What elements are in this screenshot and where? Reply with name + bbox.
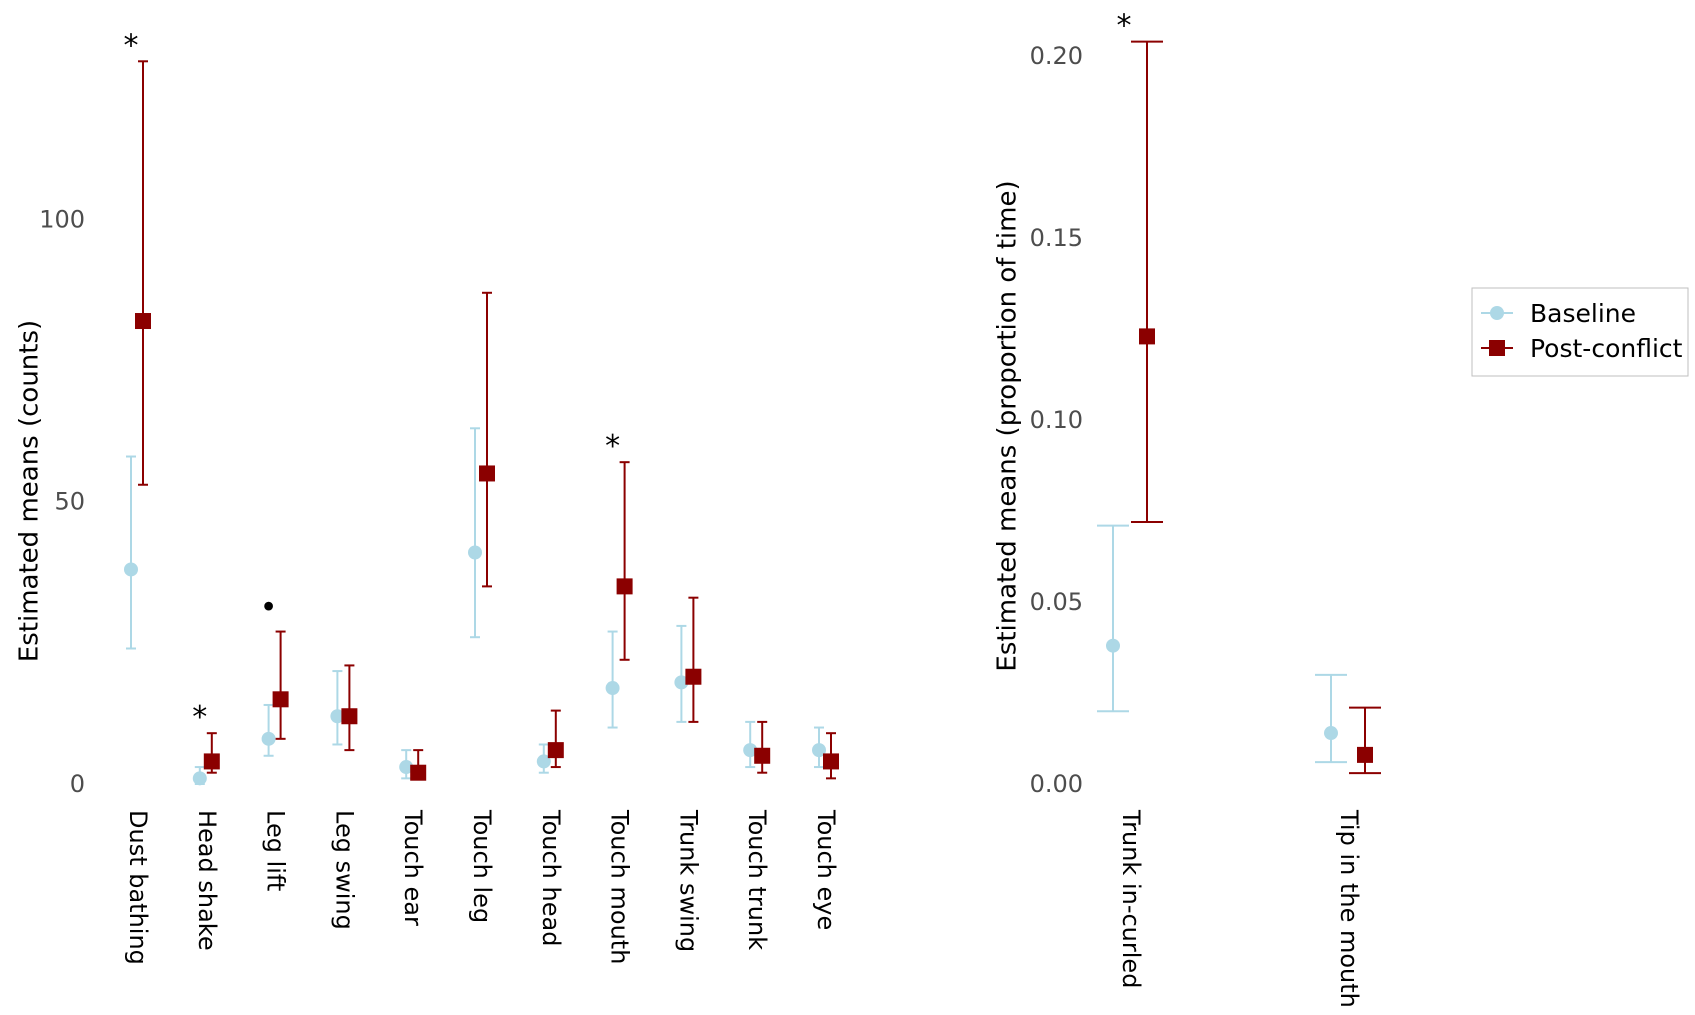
counts-y-tick-label: 50 (54, 488, 85, 516)
point-baseline-leg-lift (261, 731, 276, 746)
point-post-conflict-touch-trunk (754, 747, 771, 764)
point-post-conflict-touch-mouth (616, 578, 633, 595)
point-post-conflict-head-shake (203, 753, 220, 770)
point-baseline-touch-ear (399, 760, 414, 775)
proportion-y-tick-label: 0.15 (1030, 224, 1083, 252)
category-label-leg-lift: Leg lift (262, 810, 290, 891)
point-baseline-dust-bathing (124, 562, 138, 577)
proportion-y-tick-label: 0.00 (1030, 770, 1083, 798)
counts-y-tick-label: 100 (39, 205, 85, 233)
legend-box (1471, 287, 1689, 377)
point-baseline-touch-trunk (743, 743, 758, 758)
category-label-touch-head: Touch head (537, 809, 565, 946)
counts-panel: 0 50 100 Estimated means (counts) Dust bathi… (15, 28, 841, 965)
legend-key-post-conflict (1489, 340, 1505, 356)
category-label-touch-mouth: Touch mouth (606, 809, 634, 964)
category-label-head-shake: Head shake (193, 810, 221, 951)
point-post-conflict-trunk-in-curled (1139, 328, 1155, 345)
point-baseline-tip-in-the-mouth (1324, 726, 1338, 741)
point-post-conflict-leg-lift (272, 691, 289, 708)
proportion-y-axis-title: Estimated means (proportion of time) (993, 180, 1023, 671)
significance-marker-touch-mouth: * (605, 429, 620, 464)
point-post-conflict-touch-eye (823, 753, 839, 770)
proportion-y-tick-label: 0.20 (1030, 42, 1083, 70)
significance-marker-leg-lift: • (260, 591, 278, 626)
point-baseline-touch-eye (812, 743, 826, 758)
proportion-y-tick-label: 0.10 (1030, 406, 1083, 434)
proportion-y-tick-label: 0.05 (1030, 588, 1083, 616)
category-label-trunk-in-curled: Trunk in-curled (1117, 809, 1145, 988)
point-baseline-trunk-swing (674, 675, 689, 690)
category-label-leg-swing: Leg swing (330, 810, 358, 930)
significance-marker-head-shake: * (192, 700, 207, 735)
legend-label-post-conflict: Post-conflict (1530, 334, 1683, 363)
category-label-touch-eye: Touch eye (812, 809, 840, 930)
legend: Baseline Post-conflict (1471, 287, 1689, 377)
point-post-conflict-touch-head (547, 742, 564, 759)
point-post-conflict-dust-bathing (135, 313, 151, 330)
significance-marker-dust-bathing: * (124, 28, 139, 63)
category-label-touch-trunk: Touch trunk (743, 809, 771, 950)
counts-y-axis-title: Estimated means (counts) (15, 320, 45, 662)
point-baseline-leg-swing (330, 709, 345, 724)
point-post-conflict-touch-leg (479, 465, 495, 482)
category-label-tip-in-the-mouth: Tip in the mouth (1335, 809, 1363, 1008)
legend-label-baseline: Baseline (1530, 299, 1636, 328)
point-post-conflict-leg-swing (341, 708, 358, 725)
point-baseline-head-shake (192, 771, 207, 786)
category-label-trunk-swing: Trunk swing (674, 809, 702, 952)
proportion-panel: 0.00 0.05 0.10 0.15 0.20 Estimated means (pro… (993, 9, 1381, 1008)
point-baseline-touch-head (536, 754, 551, 769)
point-post-conflict-touch-ear (410, 764, 427, 781)
point-baseline-touch-mouth (605, 681, 620, 696)
point-baseline-trunk-in-curled (1106, 638, 1120, 653)
category-label-touch-ear: Touch ear (399, 809, 427, 926)
category-label-touch-leg: Touch leg (468, 809, 496, 923)
significance-marker-trunk-in-curled: * (1117, 9, 1132, 44)
category-label-dust-bathing: Dust bathing (124, 810, 152, 965)
point-post-conflict-trunk-swing (685, 668, 702, 685)
point-post-conflict-tip-in-the-mouth (1357, 746, 1373, 763)
legend-key-baseline (1490, 306, 1504, 320)
point-baseline-touch-leg (468, 545, 482, 560)
counts-y-tick-label: 0 (70, 770, 85, 798)
